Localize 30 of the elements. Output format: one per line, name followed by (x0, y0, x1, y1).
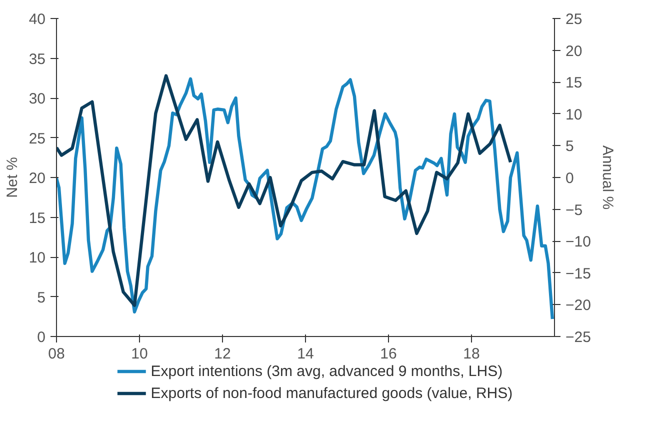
y2-tick-label: 25 (566, 11, 582, 28)
y2-tick-label: −5 (566, 202, 583, 219)
legend-label: Exports of non-food manufactured goods (value, RHS) (150, 385, 513, 402)
x-tick-label: 18 (463, 346, 480, 362)
y-tick-label: 20 (28, 170, 46, 187)
y2-tick-label: −10 (566, 234, 591, 251)
y2-tick-label: 15 (566, 74, 582, 92)
y-tick-label: 15 (28, 210, 46, 227)
x-tick-label: 10 (131, 346, 148, 362)
y2-tick-label: −15 (566, 265, 591, 282)
x-tick-label: 16 (380, 346, 397, 362)
x-tick-label: 08 (48, 346, 65, 362)
y2-tick-label: −25 (566, 329, 591, 346)
y-axis-title: Net % (4, 157, 21, 198)
y2-tick-label: 0 (566, 170, 574, 187)
x-tick-label: 14 (297, 346, 314, 362)
y2-tick-label: 20 (566, 42, 582, 60)
y-tick-label: 0 (37, 329, 46, 346)
y-tick-label: 35 (28, 50, 46, 68)
y2-tick-label: −20 (566, 297, 591, 314)
y-tick-label: 40 (28, 11, 46, 28)
legend-label: Export intentions (3m avg, advanced 9 months, LHS) (150, 363, 503, 380)
y-tick-label: 5 (37, 289, 46, 306)
y2-tick-label: 5 (566, 138, 574, 156)
y2-tick-label: 10 (566, 106, 582, 124)
y-tick-label: 10 (28, 250, 46, 266)
y2-axis-title: Annual % (598, 145, 616, 210)
x-tick-label: 12 (214, 346, 231, 362)
y-tick-label: 30 (28, 90, 46, 108)
y-tick-label: 25 (28, 130, 46, 148)
